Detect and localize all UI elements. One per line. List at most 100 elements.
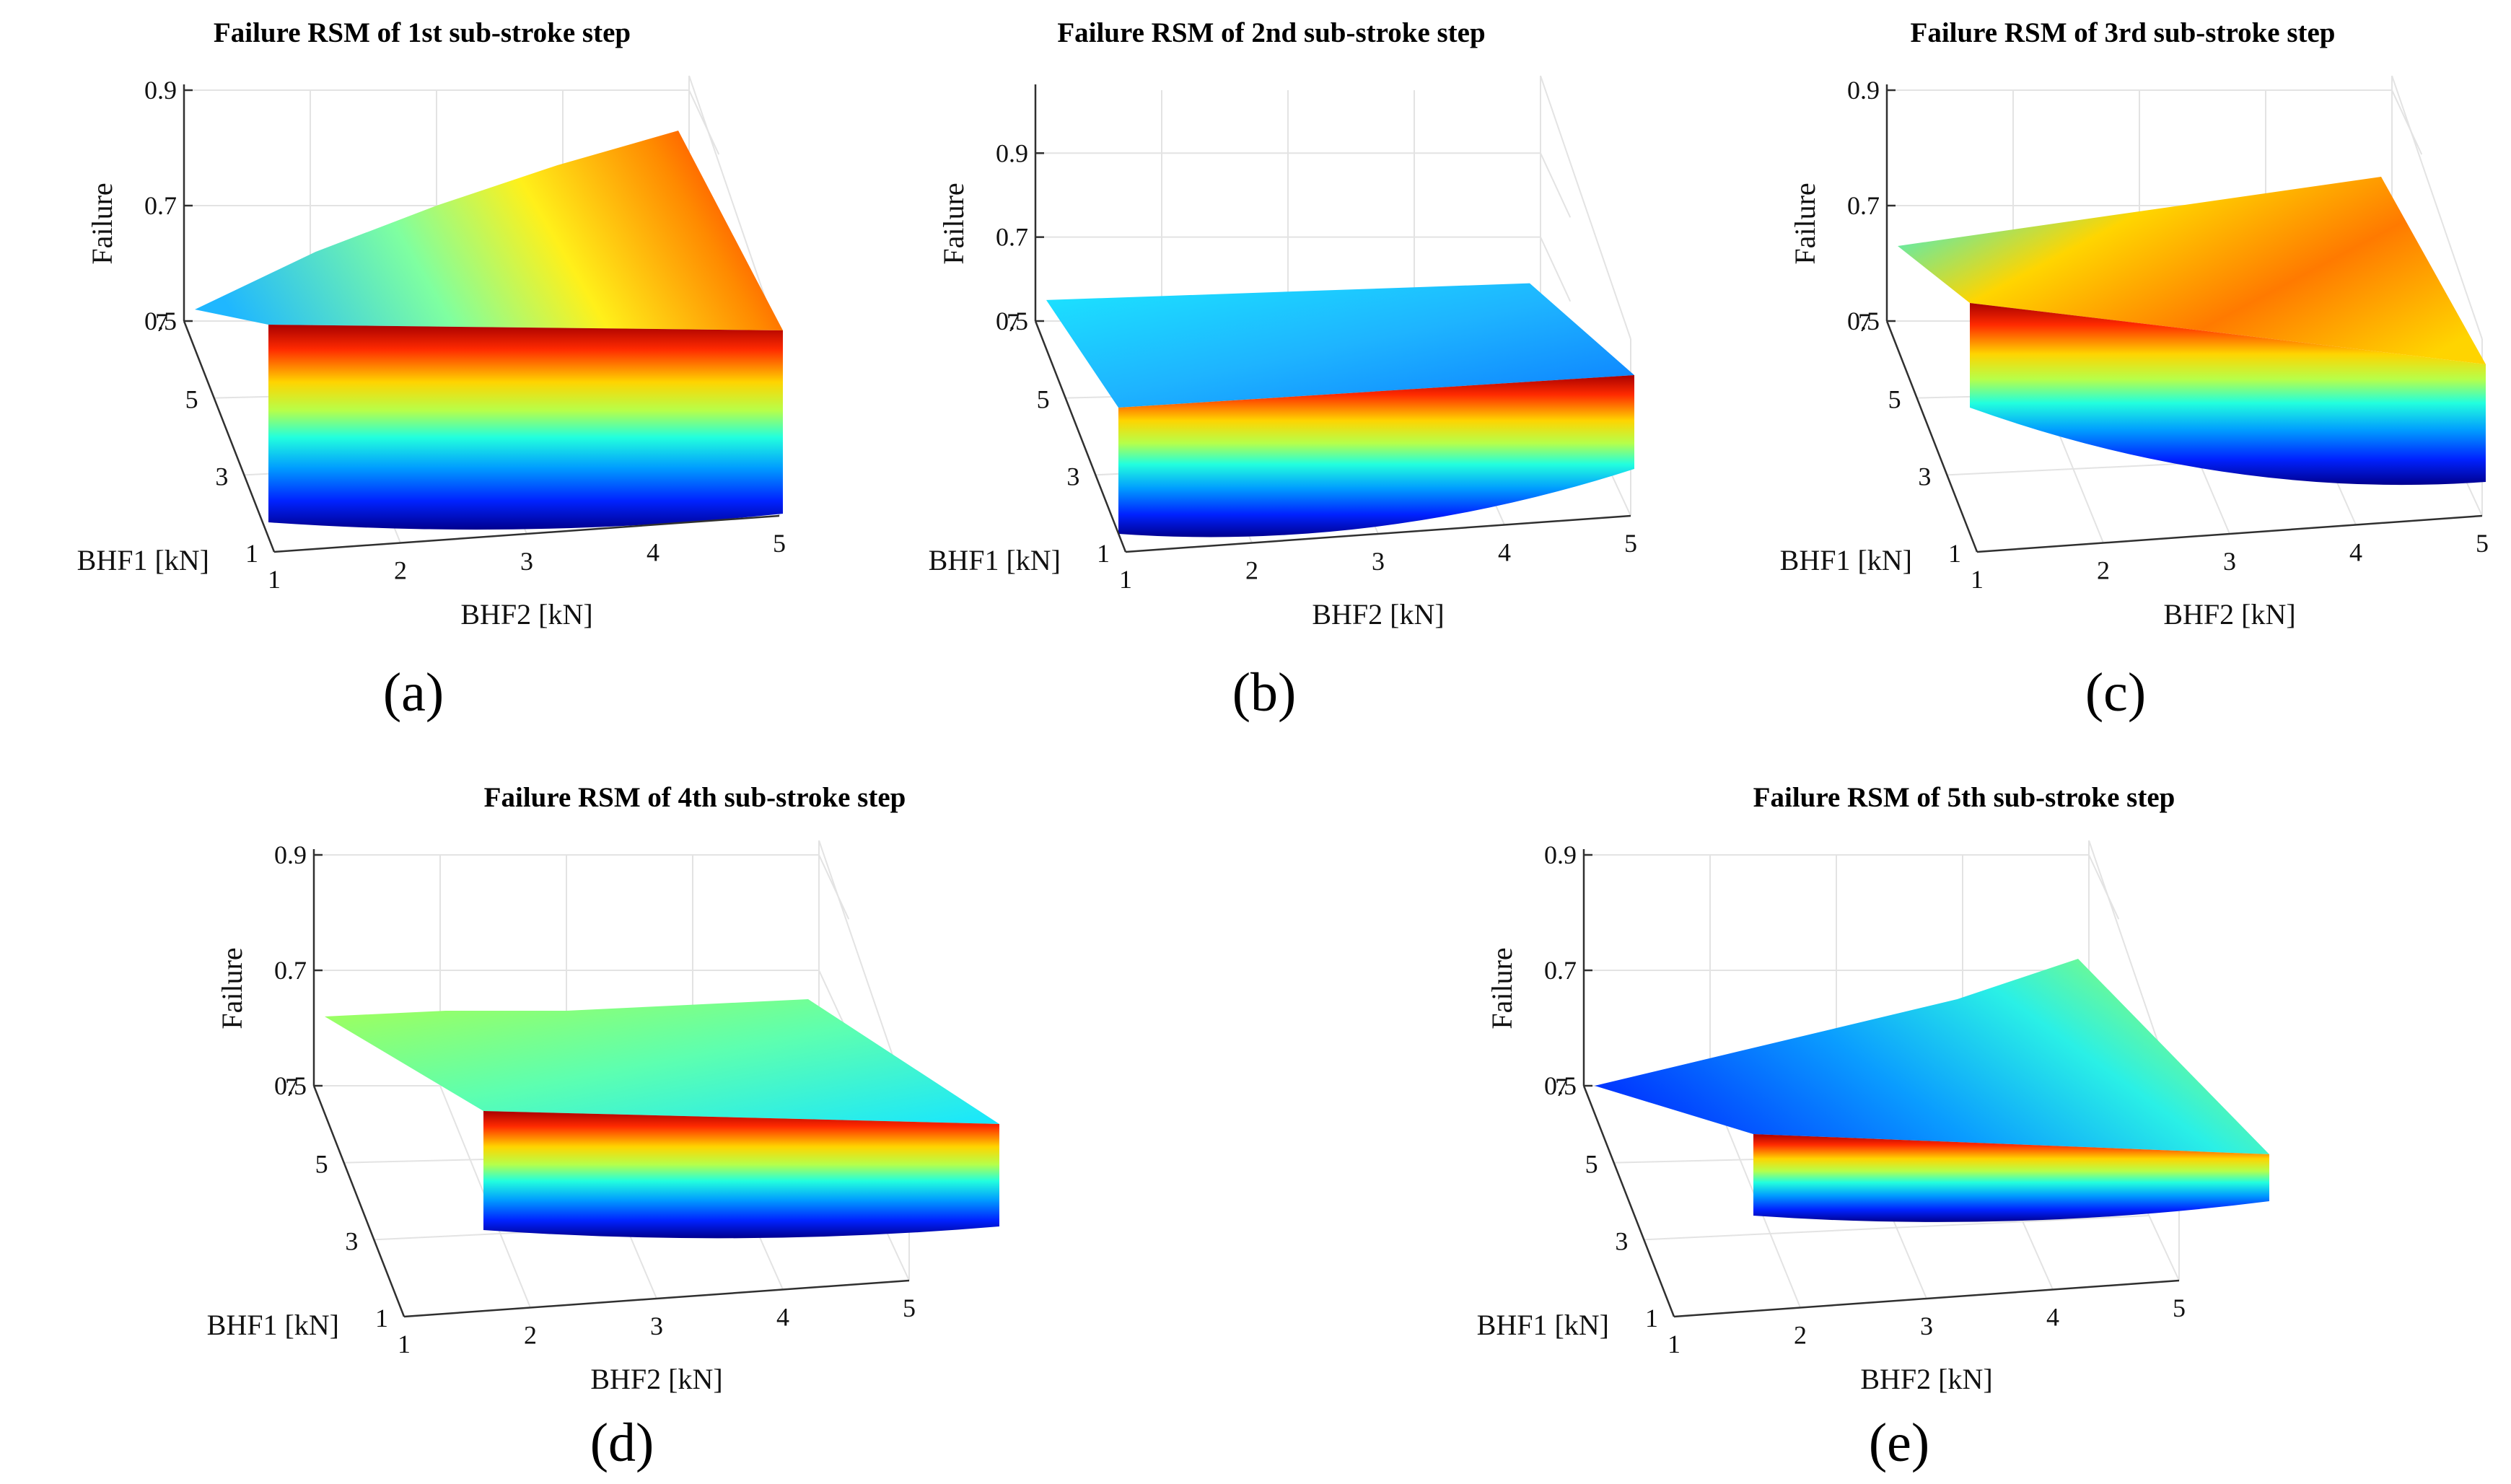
y-tick-label: 7	[285, 1073, 298, 1102]
z-tick-label: 0.5	[144, 307, 177, 335]
response-surface-top	[1595, 959, 2269, 1154]
y-axis-label: BHF1 [kN]	[77, 544, 209, 576]
response-surface-front	[1970, 303, 2486, 486]
y-axis	[1885, 320, 1978, 553]
z-tick-label: 0.9	[996, 139, 1028, 167]
z-tick-label: 0.5	[996, 307, 1028, 335]
x-tick-label: 1	[1971, 565, 1984, 594]
z-axis-label: Failure	[86, 183, 118, 264]
y-axis-label: BHF1 [kN]	[929, 544, 1061, 576]
z-tick-label: 0.9	[1847, 76, 1880, 105]
z-tick-label: 0.7	[1544, 956, 1577, 985]
y-axis	[312, 1085, 406, 1317]
y-axis	[1034, 320, 1127, 553]
grid-line	[818, 854, 850, 920]
y-axis	[183, 320, 276, 553]
x-axis	[1673, 1279, 2180, 1318]
x-tick-label: 3	[1372, 547, 1385, 576]
x-axis	[403, 1279, 910, 1318]
x-axis	[1976, 514, 2483, 553]
response-surface-front	[483, 1111, 999, 1239]
y-axis-label: BHF1 [kN]	[1780, 544, 1912, 576]
chart-title: Failure RSM of 3rd sub-stroke step	[1911, 17, 2336, 48]
y-tick-label: 1	[1948, 539, 1961, 568]
x-tick-label: 5	[1624, 529, 1637, 558]
y-tick-label: 5	[1037, 385, 1050, 414]
z-tick-label: 0.5	[274, 1071, 307, 1100]
y-tick-label: 5	[185, 385, 198, 414]
x-tick-label: 5	[773, 529, 786, 558]
x-tick-label: 1	[1668, 1330, 1680, 1358]
grid-line	[2391, 89, 2423, 155]
x-axis	[273, 514, 780, 553]
x-tick-label: 2	[1245, 556, 1258, 585]
grid-line	[1540, 237, 1572, 302]
z-tick-label: 0.5	[1544, 1071, 1577, 1100]
x-tick-label: 1	[398, 1330, 411, 1358]
x-tick-label: 3	[650, 1312, 663, 1340]
y-tick-label: 1	[245, 539, 258, 568]
z-axis-label: Failure	[1486, 947, 1518, 1029]
x-tick-label: 4	[2349, 538, 2362, 567]
y-tick-label: 1	[1645, 1304, 1658, 1332]
response-surface-top	[325, 999, 999, 1124]
y-tick-label: 5	[1888, 385, 1901, 414]
grid-line	[688, 89, 720, 155]
z-tick-label: 0.7	[996, 223, 1028, 252]
chart-title: Failure RSM of 5th sub-stroke step	[1753, 782, 2175, 813]
y-tick-label: 3	[345, 1226, 358, 1255]
y-tick-label: 3	[1615, 1226, 1628, 1255]
y-axis-label: BHF1 [kN]	[1477, 1309, 1609, 1341]
grid-line	[2391, 75, 2483, 340]
x-tick-label: 3	[520, 547, 533, 576]
y-axis-label: BHF1 [kN]	[207, 1309, 339, 1341]
grid-line	[1644, 1215, 2150, 1241]
z-axis-label: Failure	[1789, 183, 1821, 264]
y-tick-label: 3	[1918, 462, 1931, 491]
z-tick-label: 0.5	[1847, 307, 1880, 335]
y-tick-label: 3	[215, 462, 228, 491]
x-tick-label: 3	[2223, 547, 2236, 576]
x-tick-label: 2	[1794, 1321, 1807, 1350]
panel-label: (d)	[590, 1413, 654, 1473]
y-tick-label: 3	[1066, 462, 1079, 491]
x-tick-label: 2	[2097, 556, 2110, 585]
x-tick-label: 1	[268, 565, 281, 594]
x-tick-label: 1	[1119, 565, 1132, 594]
z-tick-label: 0.9	[274, 840, 307, 869]
response-surface-front	[1118, 375, 1634, 537]
y-tick-label: 7	[1007, 308, 1020, 337]
y-tick-label: 1	[375, 1304, 388, 1332]
response-surface-top	[1046, 283, 1634, 408]
y-tick-label: 7	[1555, 1073, 1568, 1102]
response-surface-top	[1898, 177, 2486, 364]
x-tick-label: 2	[394, 556, 407, 585]
panel-5: 0.5 0.7 0.9 1 3 5 7 1 2 3 4 5 Failure BHF1 [kN] BHF2 […	[1477, 782, 2269, 1473]
panel-4: 0.5 0.7 0.9 1 3 5 7 1 2 3 4 5 Failure BHF1 [kN] BHF2 […	[207, 782, 999, 1473]
y-tick-label: 5	[1585, 1150, 1598, 1179]
grid-line	[1540, 75, 1631, 340]
grid-line	[1540, 152, 1572, 218]
z-tick-label: 0.9	[144, 76, 177, 105]
x-axis-label: BHF2 [kN]	[1860, 1363, 1992, 1395]
response-surface-front	[1753, 1134, 2269, 1222]
y-tick-label: 1	[1097, 539, 1110, 568]
chart-title: Failure RSM of 4th sub-stroke step	[484, 782, 906, 813]
x-tick-label: 5	[2476, 529, 2489, 558]
response-surface-top	[195, 131, 783, 330]
panel-3: 0.5 0.7 0.9 1 3 5 7 1 2 3 4 5 Failure BHF1 [kN] BHF2 […	[1780, 17, 2489, 723]
panel-label: (a)	[383, 662, 444, 723]
panel-label: (e)	[1869, 1413, 1929, 1473]
x-tick-label: 4	[776, 1303, 789, 1332]
z-tick-label: 0.7	[1847, 191, 1880, 220]
x-tick-label: 3	[1920, 1312, 1933, 1340]
y-axis	[1582, 1085, 1675, 1317]
chart-title: Failure RSM of 1st sub-stroke step	[214, 17, 631, 48]
x-tick-label: 4	[2046, 1303, 2059, 1332]
z-tick-label: 0.7	[144, 191, 177, 220]
x-tick-label: 5	[2173, 1294, 2186, 1322]
x-axis-label: BHF2 [kN]	[1312, 598, 1444, 631]
z-axis-label: Failure	[216, 947, 248, 1029]
y-tick-label: 5	[315, 1150, 328, 1179]
